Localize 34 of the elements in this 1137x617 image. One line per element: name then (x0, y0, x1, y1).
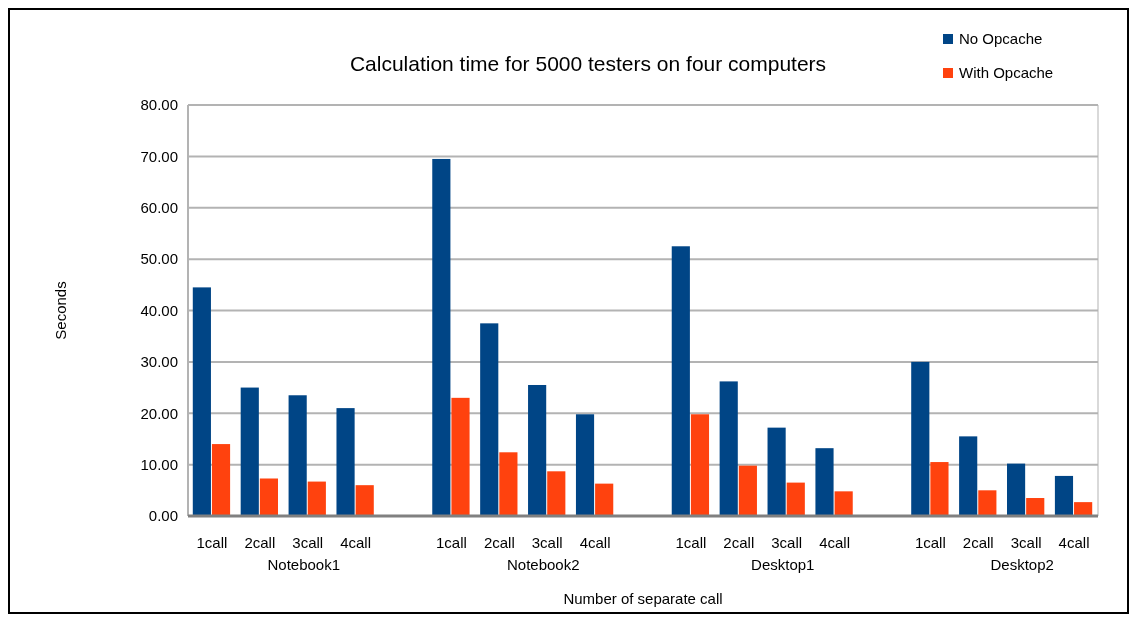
x-tick-label: 3call (531, 534, 563, 551)
x-tick-label: 3call (1010, 534, 1042, 551)
x-tick-label: 1call (196, 534, 228, 551)
legend-label: No Opcache (959, 30, 1043, 47)
y-tick-label: 80.00 (140, 96, 178, 114)
x-tick-label: 1call (914, 534, 946, 551)
x-tick-label: 2call (723, 534, 755, 551)
text: Notebook2 (506, 556, 580, 573)
y-axis-title: Seconds (52, 281, 69, 340)
x-tick-label: 4call (579, 534, 611, 551)
x-tick-label: 1call (675, 534, 707, 551)
text: Desktop1 (751, 556, 815, 573)
x-tick-label: 4call (819, 534, 851, 551)
y-tick-label: 40.00 (140, 301, 178, 319)
x-tick-label: 4call (340, 534, 372, 551)
y-tick-label: 50.00 (140, 250, 178, 268)
y-tick-label: 60.00 (140, 199, 178, 216)
y-tick-label: 0.00 (148, 507, 178, 525)
x-axis-title: Number of separate call (563, 590, 723, 607)
text: Desktop2 (990, 556, 1054, 573)
text: Notebook1 (267, 556, 341, 573)
x-tick-label: 3call (771, 534, 803, 551)
x-tick-label: 4call (1058, 534, 1090, 551)
y-tick-label: 10.00 (140, 455, 178, 473)
x-tick-label: 3call (292, 534, 324, 551)
x-tick-label: 2call (962, 534, 994, 551)
y-tick-label: 70.00 (140, 147, 178, 165)
x-tick-label: 2call (244, 534, 276, 551)
x-tick-label: 1call (435, 534, 467, 551)
y-tick-label: 30.00 (140, 353, 178, 371)
x-tick-label: 2call (483, 534, 515, 551)
legend-label: With Opcache (959, 64, 1054, 81)
chart-title: Calculation time for 5000 testers on four computers (349, 52, 827, 75)
y-tick-label: 20.00 (140, 404, 178, 422)
